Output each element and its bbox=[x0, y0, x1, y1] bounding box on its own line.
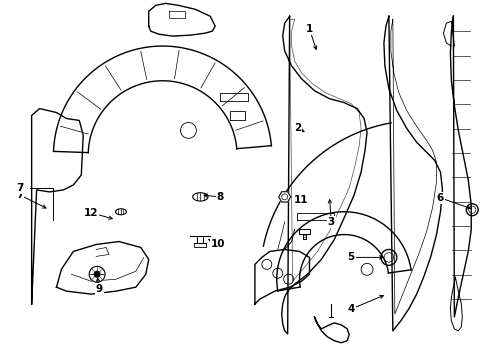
Polygon shape bbox=[148, 3, 215, 36]
Text: 6: 6 bbox=[436, 193, 443, 203]
Text: 11: 11 bbox=[294, 195, 308, 205]
Polygon shape bbox=[32, 109, 83, 304]
Text: 8: 8 bbox=[216, 192, 224, 202]
Polygon shape bbox=[54, 46, 271, 153]
Polygon shape bbox=[56, 242, 148, 294]
Text: 7: 7 bbox=[16, 183, 23, 193]
Polygon shape bbox=[449, 16, 470, 317]
Ellipse shape bbox=[115, 209, 126, 215]
Polygon shape bbox=[254, 249, 309, 304]
Text: 2: 2 bbox=[293, 123, 301, 134]
Polygon shape bbox=[276, 212, 410, 291]
Text: 4: 4 bbox=[347, 304, 354, 314]
Text: 3: 3 bbox=[327, 217, 334, 227]
Text: 7: 7 bbox=[16, 190, 23, 200]
Text: 12: 12 bbox=[84, 208, 98, 218]
Text: 5: 5 bbox=[347, 252, 354, 262]
Polygon shape bbox=[281, 16, 366, 334]
Circle shape bbox=[89, 266, 105, 282]
Ellipse shape bbox=[192, 193, 207, 201]
Text: 10: 10 bbox=[210, 239, 225, 249]
Polygon shape bbox=[383, 16, 442, 331]
Text: 9: 9 bbox=[95, 284, 102, 294]
Polygon shape bbox=[278, 192, 290, 202]
Text: 1: 1 bbox=[305, 24, 312, 34]
Circle shape bbox=[94, 271, 100, 277]
